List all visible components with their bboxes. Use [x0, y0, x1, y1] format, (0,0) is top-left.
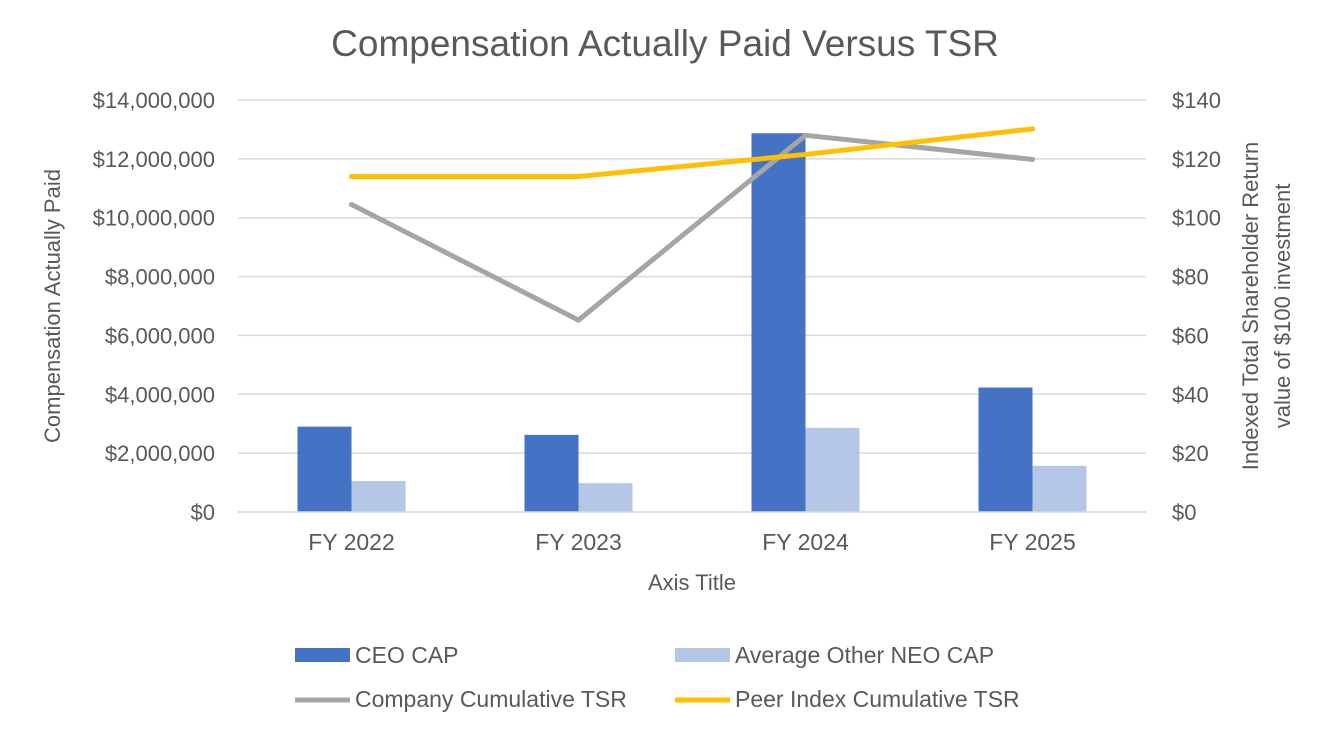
x-tick-label: FY 2023: [535, 529, 622, 555]
y-tick-label: $14,000,000: [93, 88, 215, 113]
point-peer-index-cumulative-tsr-fy-2023: [576, 174, 581, 180]
bar-average-other-neo-cap-fy-2022: [351, 481, 406, 512]
y-right-tick-label: $140: [1172, 88, 1221, 113]
y-tick-label: $12,000,000: [93, 147, 215, 172]
y-right-tick-label: $20: [1172, 441, 1209, 466]
bar-average-other-neo-cap-fy-2023: [578, 483, 633, 512]
point-company-cumulative-tsr-fy-2024: [803, 132, 808, 138]
point-company-cumulative-tsr-fy-2022: [349, 201, 354, 207]
bar-ceo-cap-fy-2025: [978, 387, 1033, 512]
bar-average-other-neo-cap-fy-2024: [805, 427, 860, 512]
point-peer-index-cumulative-tsr-fy-2025: [1030, 126, 1035, 132]
legend-label-peer-index-cumulative-tsr: Peer Index Cumulative TSR: [735, 686, 1020, 712]
x-axis-title: Axis Title: [648, 570, 736, 595]
x-tick-label: FY 2022: [308, 529, 395, 555]
y-right-tick-label: $120: [1172, 147, 1221, 172]
point-peer-index-cumulative-tsr-fy-2024: [803, 151, 808, 157]
x-tick-label: FY 2024: [762, 529, 849, 555]
line-company-cumulative-tsr: [349, 132, 1035, 323]
legend: CEO CAP Average Other NEO CAP Company Cu…: [295, 642, 1020, 712]
y-axis-right-title-line-1: Indexed Total Shareholder Return: [1238, 142, 1263, 471]
y-right-tick-label: $40: [1172, 382, 1209, 407]
point-peer-index-cumulative-tsr-fy-2022: [349, 174, 354, 180]
y-right-tick-label: $80: [1172, 265, 1209, 290]
legend-swatch-average-other-neo-cap: [675, 648, 730, 662]
line-series: [349, 126, 1035, 323]
legend-label-ceo-cap: CEO CAP: [355, 642, 459, 668]
y-tick-label: $0: [191, 500, 215, 525]
y-right-tick-label: $60: [1172, 323, 1209, 348]
bar-average-other-neo-cap-fy-2025: [1032, 465, 1087, 512]
bar-ceo-cap-fy-2023: [524, 434, 579, 512]
y-tick-label: $4,000,000: [105, 382, 215, 407]
bar-series: [297, 133, 1087, 513]
gridlines: [238, 99, 1146, 454]
legend-swatch-ceo-cap: [295, 648, 350, 662]
y-axis-title: Compensation Actually Paid: [40, 169, 65, 443]
right-axis-ticks: $0 $20 $40 $60 $80 $100 $120 $140: [1172, 88, 1221, 525]
y-axis-right-title-line-2: value of $100 investment: [1270, 184, 1295, 429]
x-tick-label: FY 2025: [989, 529, 1076, 555]
x-axis-ticks: FY 2022 FY 2023 FY 2024 FY 2025: [308, 529, 1076, 555]
y-tick-label: $2,000,000: [105, 441, 215, 466]
y-right-tick-label: $100: [1172, 206, 1221, 231]
y-tick-label: $6,000,000: [105, 323, 215, 348]
y-right-tick-label: $0: [1172, 500, 1196, 525]
line-peer-index-cumulative-tsr: [349, 126, 1035, 180]
chart-title: Compensation Actually Paid Versus TSR: [331, 23, 999, 64]
legend-label-average-other-neo-cap: Average Other NEO CAP: [735, 642, 994, 668]
y-tick-label: $10,000,000: [93, 206, 215, 231]
point-company-cumulative-tsr-fy-2025: [1030, 156, 1035, 162]
point-company-cumulative-tsr-fy-2023: [576, 317, 581, 323]
bar-ceo-cap-fy-2022: [297, 426, 352, 512]
left-axis-ticks: $0 $2,000,000 $4,000,000 $6,000,000 $8,000,0…: [93, 88, 215, 525]
legend-label-company-cumulative-tsr: Company Cumulative TSR: [355, 686, 627, 712]
bar-ceo-cap-fy-2024: [751, 133, 806, 513]
y-tick-label: $8,000,000: [105, 265, 215, 290]
